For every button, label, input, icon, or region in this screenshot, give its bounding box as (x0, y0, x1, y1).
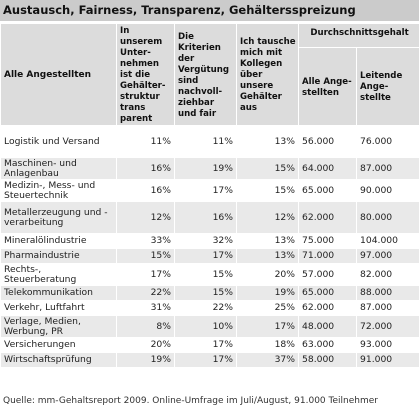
avg-leading-cell: 76.000 (356, 125, 419, 158)
header-fair-criteria: Die Kriterien der Vergütung sind nachvol… (174, 23, 237, 126)
table-row: Metallerzeugung und -verarbeitung 12% 16% 1… (0, 201, 419, 234)
industry-cell: Medizin-, Mess- und Steuertechnik (0, 179, 117, 202)
salary-exchange-cell: 12% (236, 201, 299, 234)
industry-cell: Logistik und Versand (0, 125, 117, 158)
salary-exchange-cell: 20% (236, 263, 299, 286)
transparency-cell: 16% (116, 179, 175, 202)
salary-exchange-cell: 18% (236, 337, 299, 353)
fair-criteria-cell: 15% (174, 285, 237, 301)
transparency-cell: 17% (116, 263, 175, 286)
fair-criteria-cell: 17% (174, 248, 237, 264)
transparency-cell: 15% (116, 248, 175, 264)
table-row: Telekommunikation 22% 15% 19% 65.000 88.000 (0, 285, 419, 301)
avg-leading-cell: 97.000 (356, 248, 419, 264)
avg-all-cell: 65.000 (298, 179, 357, 202)
industry-cell: Telekommunikation (0, 285, 117, 301)
avg-leading-cell: 88.000 (356, 285, 419, 301)
avg-leading-cell: 82.000 (356, 263, 419, 286)
industry-cell: Verlage, Medien, Werbung, PR (0, 315, 117, 338)
salary-exchange-cell: 15% (236, 179, 299, 202)
avg-leading-cell: 72.000 (356, 315, 419, 338)
avg-leading-cell: 87.000 (356, 300, 419, 316)
fair-criteria-cell: 16% (174, 201, 237, 234)
table-row: Mineralölindustrie 33% 32% 13% 75.000 104.000 (0, 233, 419, 249)
header-salary-exchange: Ich tausche mich mit Kollegen über unser… (236, 23, 299, 126)
table-row: Rechts-, Steuerberatung 17% 15% 20% 57.000 82… (0, 263, 419, 286)
header-transparency: In unserem Unter-nehmen ist die Gehälter… (116, 23, 175, 126)
header-avg-leading: Leitende Ange-stellte (356, 47, 419, 126)
transparency-cell: 16% (116, 157, 175, 180)
industry-cell: Pharmaindustrie (0, 248, 117, 264)
industry-cell: Versicherungen (0, 337, 117, 353)
avg-leading-cell: 91.000 (356, 352, 419, 368)
fair-criteria-cell: 10% (174, 315, 237, 338)
avg-leading-cell: 93.000 (356, 337, 419, 353)
transparency-cell: 20% (116, 337, 175, 353)
table-row: Wirtschaftsprüfung 19% 17% 37% 58.000 91.000 (0, 352, 419, 368)
avg-all-cell: 48.000 (298, 315, 357, 338)
salary-table: Alle Angestellten In unserem Unter-nehme… (0, 22, 419, 368)
fair-criteria-cell: 11% (174, 125, 237, 158)
salary-exchange-cell: 13% (236, 248, 299, 264)
industry-cell: Rechts-, Steuerberatung (0, 263, 117, 286)
header-all-employees: Alle Angestellten (0, 23, 117, 126)
table-row: Pharmaindustrie 15% 17% 13% 71.000 97.000 (0, 248, 419, 264)
fair-criteria-cell: 17% (174, 352, 237, 368)
salary-exchange-cell: 17% (236, 315, 299, 338)
fair-criteria-cell: 19% (174, 157, 237, 180)
transparency-cell: 12% (116, 201, 175, 234)
salary-exchange-cell: 15% (236, 157, 299, 180)
transparency-cell: 33% (116, 233, 175, 249)
source-note: Quelle: mm-Gehaltsreport 2009. Online-Um… (3, 396, 378, 406)
avg-leading-cell: 90.000 (356, 179, 419, 202)
avg-all-cell: 58.000 (298, 352, 357, 368)
avg-all-cell: 56.000 (298, 125, 357, 158)
industry-cell: Maschinen- und Anlagenbau (0, 157, 117, 180)
header-average-salary: Durchschnittsgehalt (298, 22, 419, 49)
table-row: Medizin-, Mess- und Steuertechnik 16% 17% 1… (0, 179, 419, 202)
avg-leading-cell: 80.000 (356, 201, 419, 234)
fair-criteria-cell: 15% (174, 263, 237, 286)
salary-exchange-cell: 25% (236, 300, 299, 316)
table-body: Logistik und Versand 11% 11% 13% 56.000 76.00… (0, 125, 419, 368)
fair-criteria-cell: 17% (174, 179, 237, 202)
salary-exchange-cell: 13% (236, 125, 299, 158)
avg-all-cell: 75.000 (298, 233, 357, 249)
transparency-cell: 8% (116, 315, 175, 338)
avg-all-cell: 62.000 (298, 201, 357, 234)
transparency-cell: 11% (116, 125, 175, 158)
avg-all-cell: 57.000 (298, 263, 357, 286)
fair-criteria-cell: 22% (174, 300, 237, 316)
table-row: Versicherungen 20% 17% 18% 63.000 93.000 (0, 337, 419, 353)
header-avg-all: Alle Ange-stellten (298, 47, 357, 126)
table-row: Verkehr, Luftfahrt 31% 22% 25% 62.000 87.000 (0, 300, 419, 316)
avg-all-cell: 65.000 (298, 285, 357, 301)
table-row: Maschinen- und Anlagenbau 16% 19% 15% 64.000… (0, 157, 419, 180)
industry-cell: Metallerzeugung und -verarbeitung (0, 201, 117, 234)
industry-cell: Verkehr, Luftfahrt (0, 300, 117, 316)
avg-all-cell: 62.000 (298, 300, 357, 316)
avg-all-cell: 71.000 (298, 248, 357, 264)
transparency-cell: 22% (116, 285, 175, 301)
table-row: Verlage, Medien, Werbung, PR 8% 10% 17% 48.0… (0, 315, 419, 338)
transparency-cell: 31% (116, 300, 175, 316)
table-row: Logistik und Versand 11% 11% 13% 56.000 76.00… (0, 125, 419, 158)
avg-all-cell: 63.000 (298, 337, 357, 353)
transparency-cell: 19% (116, 352, 175, 368)
industry-cell: Mineralölindustrie (0, 233, 117, 249)
avg-leading-cell: 87.000 (356, 157, 419, 180)
avg-all-cell: 64.000 (298, 157, 357, 180)
industry-cell: Wirtschaftsprüfung (0, 352, 117, 368)
fair-criteria-cell: 17% (174, 337, 237, 353)
salary-exchange-cell: 37% (236, 352, 299, 368)
salary-exchange-cell: 13% (236, 233, 299, 249)
fair-criteria-cell: 32% (174, 233, 237, 249)
avg-leading-cell: 104.000 (356, 233, 419, 249)
table-title: Austausch, Fairness, Transparenz, Gehält… (0, 0, 419, 21)
salary-exchange-cell: 19% (236, 285, 299, 301)
